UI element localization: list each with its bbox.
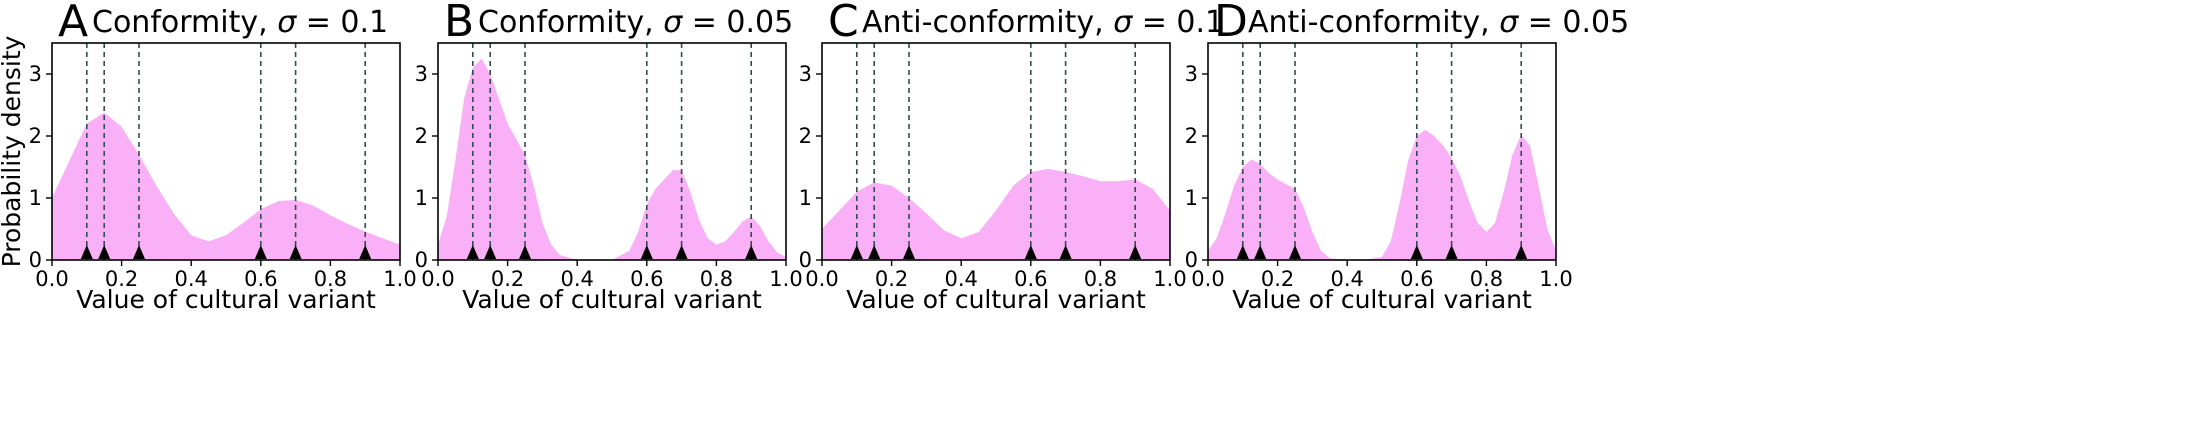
y-tick-label: 2 bbox=[29, 124, 42, 148]
variant-marker bbox=[289, 245, 302, 259]
variant-marker bbox=[133, 245, 145, 259]
panel-letter: D bbox=[1214, 0, 1248, 47]
variant-marker bbox=[903, 245, 915, 259]
x-tick-label: 0.4 bbox=[560, 267, 593, 291]
x-tick-label: 0.2 bbox=[105, 267, 138, 291]
x-axis-label: Value of cultural variant bbox=[76, 285, 376, 314]
y-axis-label: Probability density bbox=[0, 35, 26, 267]
variant-marker bbox=[868, 245, 881, 259]
x-axis-label: Value of cultural variant bbox=[462, 285, 762, 314]
variant-marker bbox=[466, 245, 479, 259]
x-tick-label: 0.8 bbox=[1084, 267, 1117, 291]
y-tick-label: 3 bbox=[1185, 62, 1198, 86]
y-tick-label: 1 bbox=[29, 186, 42, 210]
panel-letter: A bbox=[58, 0, 88, 47]
x-tick-label: 0.0 bbox=[1191, 267, 1224, 291]
panel-a: 0.0 0.2 0.4 0.6 0.8 1.0 0 1 2 3 Value of cultural … bbox=[29, 0, 417, 314]
plot-frame bbox=[437, 42, 787, 261]
panel-title: Conformity, σ = 0.1 bbox=[92, 5, 388, 40]
panel-letter: B bbox=[444, 0, 474, 47]
variant-marker bbox=[519, 245, 531, 259]
x-tick-label: 1.0 bbox=[769, 267, 802, 291]
variant-marker bbox=[1236, 245, 1249, 259]
variant-marker bbox=[640, 245, 653, 259]
variant-marker bbox=[1024, 245, 1037, 259]
y-tick-label: 2 bbox=[1185, 124, 1198, 148]
panel-title: Anti-conformity, σ = 0.05 bbox=[1248, 5, 1629, 40]
x-tick-label: 0.8 bbox=[700, 267, 733, 291]
variant-marker bbox=[1059, 245, 1072, 259]
x-axis-label: Value of cultural variant bbox=[1232, 285, 1532, 314]
x-tick-label: 0.4 bbox=[1330, 267, 1363, 291]
y-tick-label: 1 bbox=[415, 186, 428, 210]
density-area bbox=[1208, 129, 1556, 260]
y-tick-label: 1 bbox=[1185, 186, 1198, 210]
variant-marker bbox=[98, 245, 111, 259]
x-axis-label: Value of cultural variant bbox=[846, 285, 1146, 314]
plot-frame bbox=[821, 42, 1171, 261]
x-tick-label: 1.0 bbox=[1153, 267, 1186, 291]
panel-title: Conformity, σ = 0.05 bbox=[478, 5, 793, 40]
x-tick-label: 0.0 bbox=[421, 267, 454, 291]
x-tick-label: 0.4 bbox=[944, 267, 977, 291]
y-tick-label: 2 bbox=[415, 124, 428, 148]
panel-d: 0.0 0.2 0.4 0.6 0.8 1.0 0 1 2 3 Value of cultural … bbox=[1185, 0, 1630, 314]
x-tick-label: 1.0 bbox=[383, 267, 416, 291]
variant-marker bbox=[254, 245, 267, 259]
y-tick-label: 0 bbox=[1185, 248, 1198, 272]
y-tick-label: 0 bbox=[799, 248, 812, 272]
panel-letter: C bbox=[828, 0, 859, 47]
variant-marker bbox=[745, 245, 758, 259]
x-tick-label: 0.2 bbox=[1261, 267, 1294, 291]
variant-marker bbox=[850, 245, 863, 259]
x-tick-label: 0.0 bbox=[35, 267, 68, 291]
variant-marker bbox=[1289, 245, 1301, 259]
x-tick-label: 0.0 bbox=[805, 267, 838, 291]
variant-marker bbox=[1129, 245, 1142, 259]
y-tick-label: 3 bbox=[799, 62, 812, 86]
y-tick-label: 0 bbox=[415, 248, 428, 272]
x-tick-label: 0.6 bbox=[630, 267, 663, 291]
panel-title: Anti-conformity, σ = 0.1 bbox=[862, 5, 1224, 40]
plot-frame bbox=[1207, 42, 1557, 261]
x-tick-label: 0.2 bbox=[875, 267, 908, 291]
x-tick-label: 0.6 bbox=[1400, 267, 1433, 291]
variant-marker bbox=[484, 245, 497, 259]
variant-marker bbox=[1254, 245, 1267, 259]
variant-marker bbox=[675, 245, 688, 259]
x-tick-label: 1.0 bbox=[1539, 267, 1572, 291]
variant-marker bbox=[1410, 245, 1423, 259]
y-tick-label: 0 bbox=[29, 248, 42, 272]
y-tick-label: 3 bbox=[415, 62, 428, 86]
x-tick-label: 0.4 bbox=[174, 267, 207, 291]
y-tick-label: 1 bbox=[799, 186, 812, 210]
x-tick-label: 0.6 bbox=[244, 267, 277, 291]
plot-frame bbox=[51, 42, 401, 261]
variant-marker bbox=[1515, 245, 1528, 259]
panel-b: 0.0 0.2 0.4 0.6 0.8 1.0 0 1 2 3 Value of cultural … bbox=[415, 0, 803, 314]
x-tick-label: 0.2 bbox=[491, 267, 524, 291]
x-tick-label: 0.6 bbox=[1014, 267, 1047, 291]
y-tick-label: 2 bbox=[799, 124, 812, 148]
variant-marker bbox=[80, 245, 93, 259]
variant-marker bbox=[359, 245, 372, 259]
x-tick-label: 0.8 bbox=[1470, 267, 1503, 291]
x-tick-label: 0.8 bbox=[314, 267, 347, 291]
y-tick-label: 3 bbox=[29, 62, 42, 86]
density-area bbox=[822, 168, 1170, 260]
variant-marker bbox=[1445, 245, 1458, 259]
